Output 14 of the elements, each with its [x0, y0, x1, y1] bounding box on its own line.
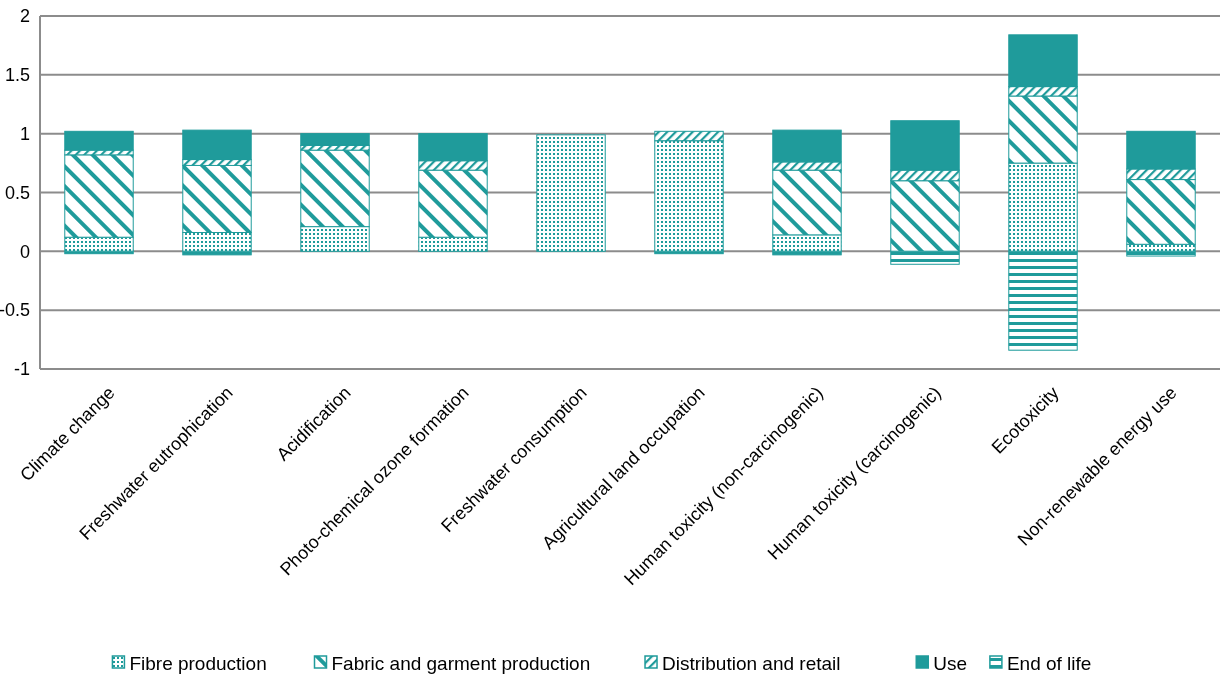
legend-label: Use [933, 652, 968, 674]
legend-label: Distribution and retail [662, 652, 841, 674]
y-tick-label: 0.5 [4, 182, 30, 203]
y-tick-label: -0.5 [0, 300, 30, 321]
legend-label: Fabric and garment production [331, 652, 591, 674]
legend-label: Fibre production [129, 652, 267, 674]
bar [64, 130, 134, 151]
legend-label: End of life [1006, 652, 1092, 674]
y-tick-label: 2 [19, 6, 30, 27]
y-tick-label: 1 [19, 123, 30, 144]
y-tick-label: 1.5 [4, 65, 30, 86]
y-tick-label: -1 [13, 359, 30, 380]
bar [536, 134, 606, 252]
y-tick-label: 0 [19, 241, 30, 262]
